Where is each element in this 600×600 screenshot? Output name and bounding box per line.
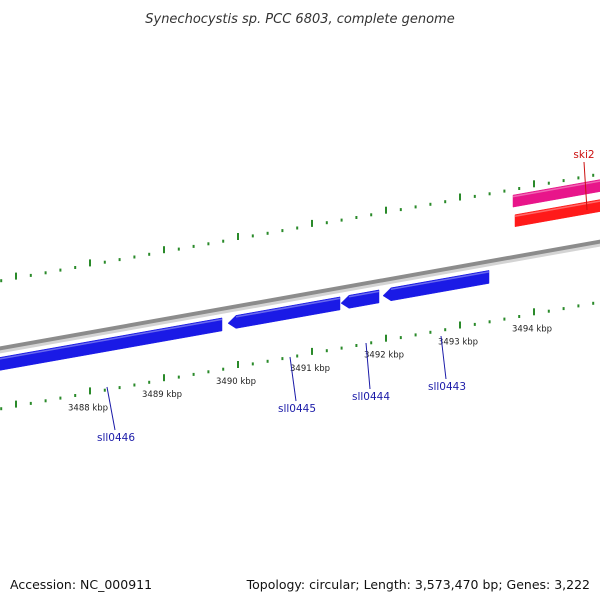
- gene-sll0443-arrow-highlight: [390, 271, 490, 291]
- gene-ski2-arrow-highlight: [512, 180, 600, 198]
- tick-label: 3494 kbp: [512, 324, 552, 334]
- tick-label: 3490 kbp: [216, 377, 256, 387]
- accession-text: Accession: NC_000911: [10, 577, 153, 592]
- gene-ski2-track-arrow-highlight: [514, 200, 600, 217]
- tick-label: 3488 kbp: [68, 403, 108, 413]
- gene-track: [0, 174, 600, 373]
- gene-leader-line: [365, 342, 371, 390]
- tick-labels: 3488 kbp 3489 kbp 3490 kbp 3491 kbp 3492 kbp…: [68, 324, 552, 413]
- genome-backbone: [0, 239, 600, 351]
- gene-sll0446-arrow-highlight: [0, 318, 223, 360]
- gene-sll0445-arrow[interactable]: [227, 296, 341, 329]
- gene-sll0445-arrow-highlight: [235, 297, 341, 318]
- gene-label-sll0443[interactable]: sll0443: [428, 381, 466, 393]
- gene-leader-line: [440, 335, 447, 380]
- tick-label: 3493 kbp: [438, 338, 478, 348]
- genome-summary-text: Topology: circular; Length: 3,573,470 bp…: [246, 577, 590, 592]
- gene-leader-line: [289, 356, 297, 402]
- gene-leader-line: [583, 161, 588, 211]
- gene-sll0444-arrow-highlight: [348, 290, 380, 298]
- gene-label-sll0446[interactable]: sll0446: [97, 432, 135, 444]
- tick-label: 3491 kbp: [290, 364, 330, 374]
- gene-sll0443-arrow[interactable]: [382, 270, 490, 302]
- gene-sll0444-arrow[interactable]: [340, 289, 380, 309]
- gene-leader-line: [106, 386, 116, 431]
- inner-tick-ring: [0, 301, 595, 411]
- gene-ski2-track-arrow[interactable]: [514, 194, 600, 227]
- gene-sll0446-arrow[interactable]: [0, 317, 223, 373]
- gene-labels: sll0446 sll0445 sll0444 sll0443 ski2: [97, 149, 595, 444]
- map-title: Synechocystis sp. PCC 6803, complete gen…: [145, 12, 454, 27]
- gene-label-ski2[interactable]: ski2: [573, 149, 594, 161]
- gene-label-sll0444[interactable]: sll0444: [352, 391, 390, 403]
- gene-ski2-arrow[interactable]: [512, 174, 600, 208]
- tick-label: 3489 kbp: [142, 390, 182, 400]
- gene-label-sll0445[interactable]: sll0445: [278, 403, 316, 415]
- outer-tick-ring: [0, 173, 595, 283]
- tick-label: 3492 kbp: [364, 351, 404, 361]
